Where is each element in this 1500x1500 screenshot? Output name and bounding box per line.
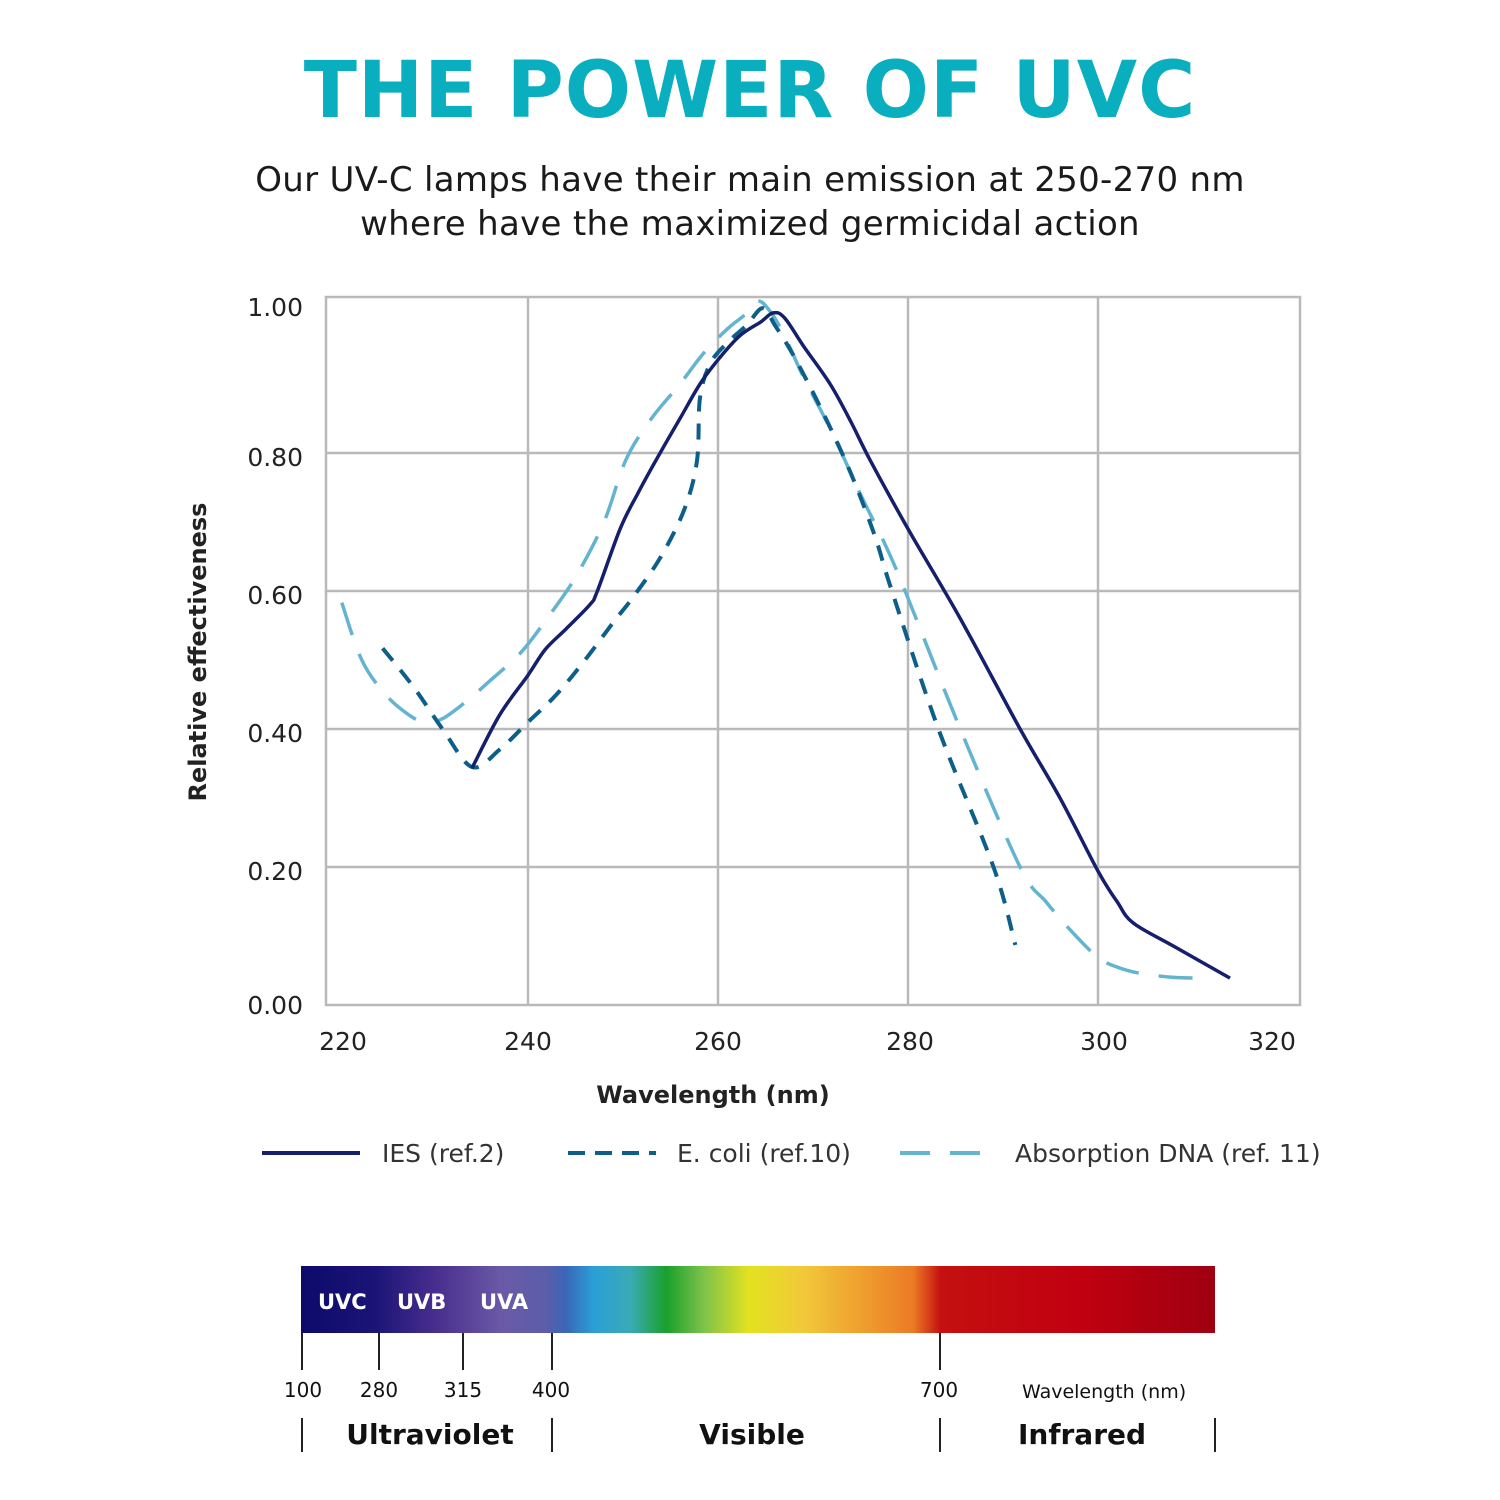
- y-tick-label: 1.00: [247, 293, 303, 322]
- spectrum-tick-400: [551, 1333, 553, 1370]
- page-title: THE POWER OF UVC: [303, 46, 1197, 136]
- x-tick-label: 260: [694, 1027, 742, 1056]
- plot-frame: [324, 295, 1302, 1007]
- spectrum-mark-100: 100: [283, 1378, 323, 1402]
- y-axis-title: Relative effectiveness: [184, 503, 212, 802]
- subtitle-line-1: Our UV-C lamps have their main emission …: [255, 160, 1245, 200]
- band-label-uvb: UVB: [397, 1290, 447, 1314]
- x-tick-label: 220: [319, 1027, 367, 1056]
- band-label-uvc: UVC: [318, 1290, 367, 1314]
- spectrum-axis-title: Wavelength (nm): [1022, 1381, 1187, 1403]
- chart-legend: IES (ref.2) E. coli (ref.10) Absorption DN…: [262, 1139, 1321, 1168]
- region-divider-right: [1214, 1418, 1216, 1452]
- subtitle-line-2: where have the maximized germicidal acti…: [360, 204, 1140, 244]
- effectiveness-chart: 0.00 0.20 0.40 0.60 0.80 1.00 220 240 260 280 300…: [184, 293, 1321, 1168]
- band-label-uva: UVA: [480, 1290, 529, 1314]
- y-tick-label: 0.60: [247, 581, 303, 610]
- legend-label-dna: Absorption DNA (ref. 11): [1015, 1139, 1321, 1168]
- chart-grid: [324, 295, 1302, 1007]
- page-subtitle: Our UV-C lamps have their main emission …: [0, 158, 1500, 246]
- chart-series: [340, 299, 1231, 980]
- series-line-dna: [340, 299, 1206, 980]
- spectrum-tick-280: [378, 1333, 380, 1370]
- x-tick-label: 300: [1080, 1027, 1128, 1056]
- x-tick-label: 240: [504, 1027, 552, 1056]
- spectrum-tick-315: [462, 1333, 464, 1370]
- spectrum-mark-400: 400: [531, 1378, 571, 1402]
- x-tick-label: 320: [1248, 1027, 1296, 1056]
- spectrum-mark-315: 315: [443, 1378, 483, 1402]
- spectrum-mark-280: 280: [359, 1378, 399, 1402]
- spectrum-mark-700: 700: [919, 1378, 959, 1402]
- legend-label-ecoli: E. coli (ref.10): [677, 1139, 851, 1168]
- y-tick-label: 0.80: [247, 443, 303, 472]
- series-line-ies: [470, 310, 1231, 980]
- electromagnetic-spectrum-bar: [301, 1266, 1215, 1333]
- x-axis-title: Wavelength (nm): [596, 1081, 829, 1109]
- y-axis-ticks: 0.00 0.20 0.40 0.60 0.80 1.00: [247, 293, 303, 1020]
- region-label-visible: Visible: [699, 1418, 805, 1451]
- region-divider-uv-visible: [551, 1418, 553, 1452]
- spectrum-tick-700: [939, 1333, 941, 1370]
- x-axis-ticks: 220 240 260 280 300 320: [319, 1027, 1296, 1056]
- y-tick-label: 0.00: [247, 991, 303, 1020]
- region-label-ultraviolet: Ultraviolet: [346, 1418, 514, 1451]
- region-label-infrared: Infrared: [1017, 1418, 1147, 1451]
- series-line-ecoli: [381, 306, 1018, 946]
- x-tick-label: 280: [886, 1027, 934, 1056]
- y-tick-label: 0.20: [247, 857, 303, 886]
- spectrum-tick-100: [301, 1333, 303, 1370]
- region-divider-visible-ir: [939, 1418, 941, 1452]
- legend-label-ies: IES (ref.2): [382, 1139, 504, 1168]
- region-divider-left: [301, 1418, 303, 1452]
- y-tick-label: 0.40: [247, 719, 303, 748]
